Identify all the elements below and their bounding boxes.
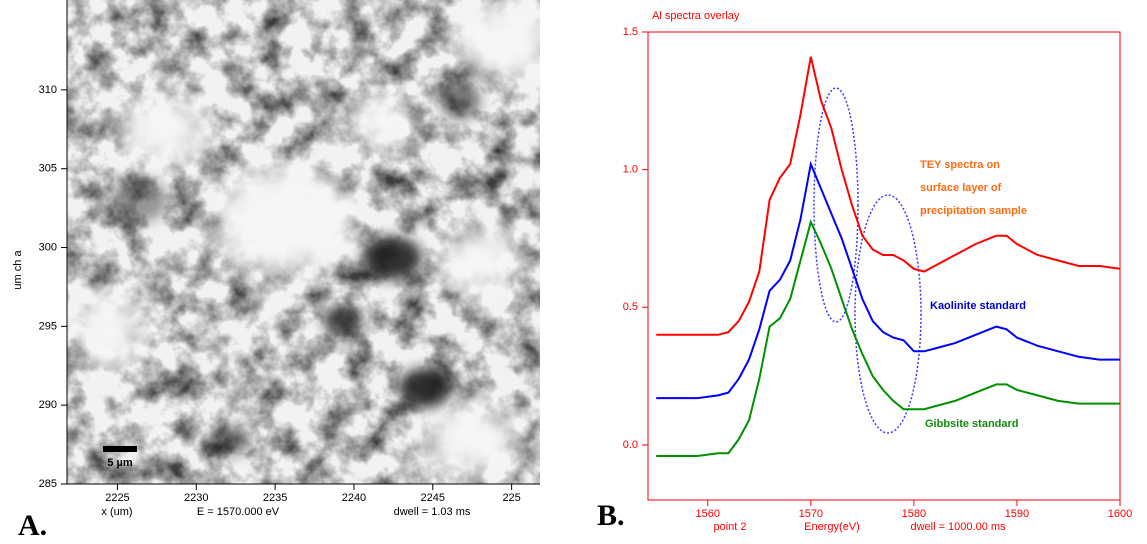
y-axis-label: um ch a: [12, 250, 24, 290]
series-label: Gibbsite standard: [925, 418, 1019, 430]
footer-text: dwell = 1000.00 ms: [910, 521, 1006, 533]
x-tick-label: 1600: [1108, 508, 1132, 520]
series-line: [656, 56, 1121, 336]
x-tick-label: 2235: [263, 492, 287, 504]
footer-text: point 2: [713, 521, 746, 533]
scale-bar: [103, 446, 137, 452]
x-tick-label: 1590: [1005, 508, 1029, 520]
x-tick-label: 1560: [696, 508, 720, 520]
series-line: [656, 219, 1120, 457]
x-tick-label: 1570: [799, 508, 823, 520]
y-tick-label: 300: [39, 241, 57, 253]
y-tick-label: 0.0: [623, 439, 638, 451]
y-tick-label: 1.0: [623, 164, 638, 176]
y-tick-label: 0.5: [623, 301, 638, 313]
micrograph: [67, 0, 540, 484]
y-tick-label: 285: [39, 478, 57, 490]
footer-text: E = 1570.000 eV: [197, 506, 280, 518]
highlight-ellipse: [813, 87, 859, 323]
x-tick-label: 2230: [184, 492, 208, 504]
y-tick-label: 1.5: [623, 26, 638, 38]
x-tick-label: 225: [502, 492, 520, 504]
series-label: surface layer of: [920, 182, 1002, 194]
y-tick-label: 295: [39, 320, 57, 332]
scale-bar-label: 5 µm: [107, 457, 133, 469]
y-tick-label: 305: [39, 163, 57, 175]
footer-text: x (um): [101, 506, 132, 518]
series-label: precipitation sample: [920, 205, 1027, 217]
plot-frame: [647, 31, 1121, 501]
x-tick-label: 2245: [421, 492, 445, 504]
panel-label: B.: [597, 499, 625, 532]
series-label: Kaolinite standard: [930, 300, 1026, 312]
x-tick-label: 2240: [342, 492, 366, 504]
y-tick-label: 310: [39, 84, 57, 96]
series-line: [656, 160, 1120, 400]
chart-title: Al spectra overlay: [652, 10, 740, 22]
panel-label: A.: [18, 509, 47, 542]
footer-text: Energy(eV): [804, 521, 860, 533]
footer-text: dwell = 1.03 ms: [394, 506, 471, 518]
x-tick-label: 2225: [105, 492, 129, 504]
highlight-ellipse: [854, 194, 922, 434]
y-tick-label: 290: [39, 399, 57, 411]
series-label: TEY spectra on: [920, 159, 1000, 171]
x-tick-label: 1580: [902, 508, 926, 520]
